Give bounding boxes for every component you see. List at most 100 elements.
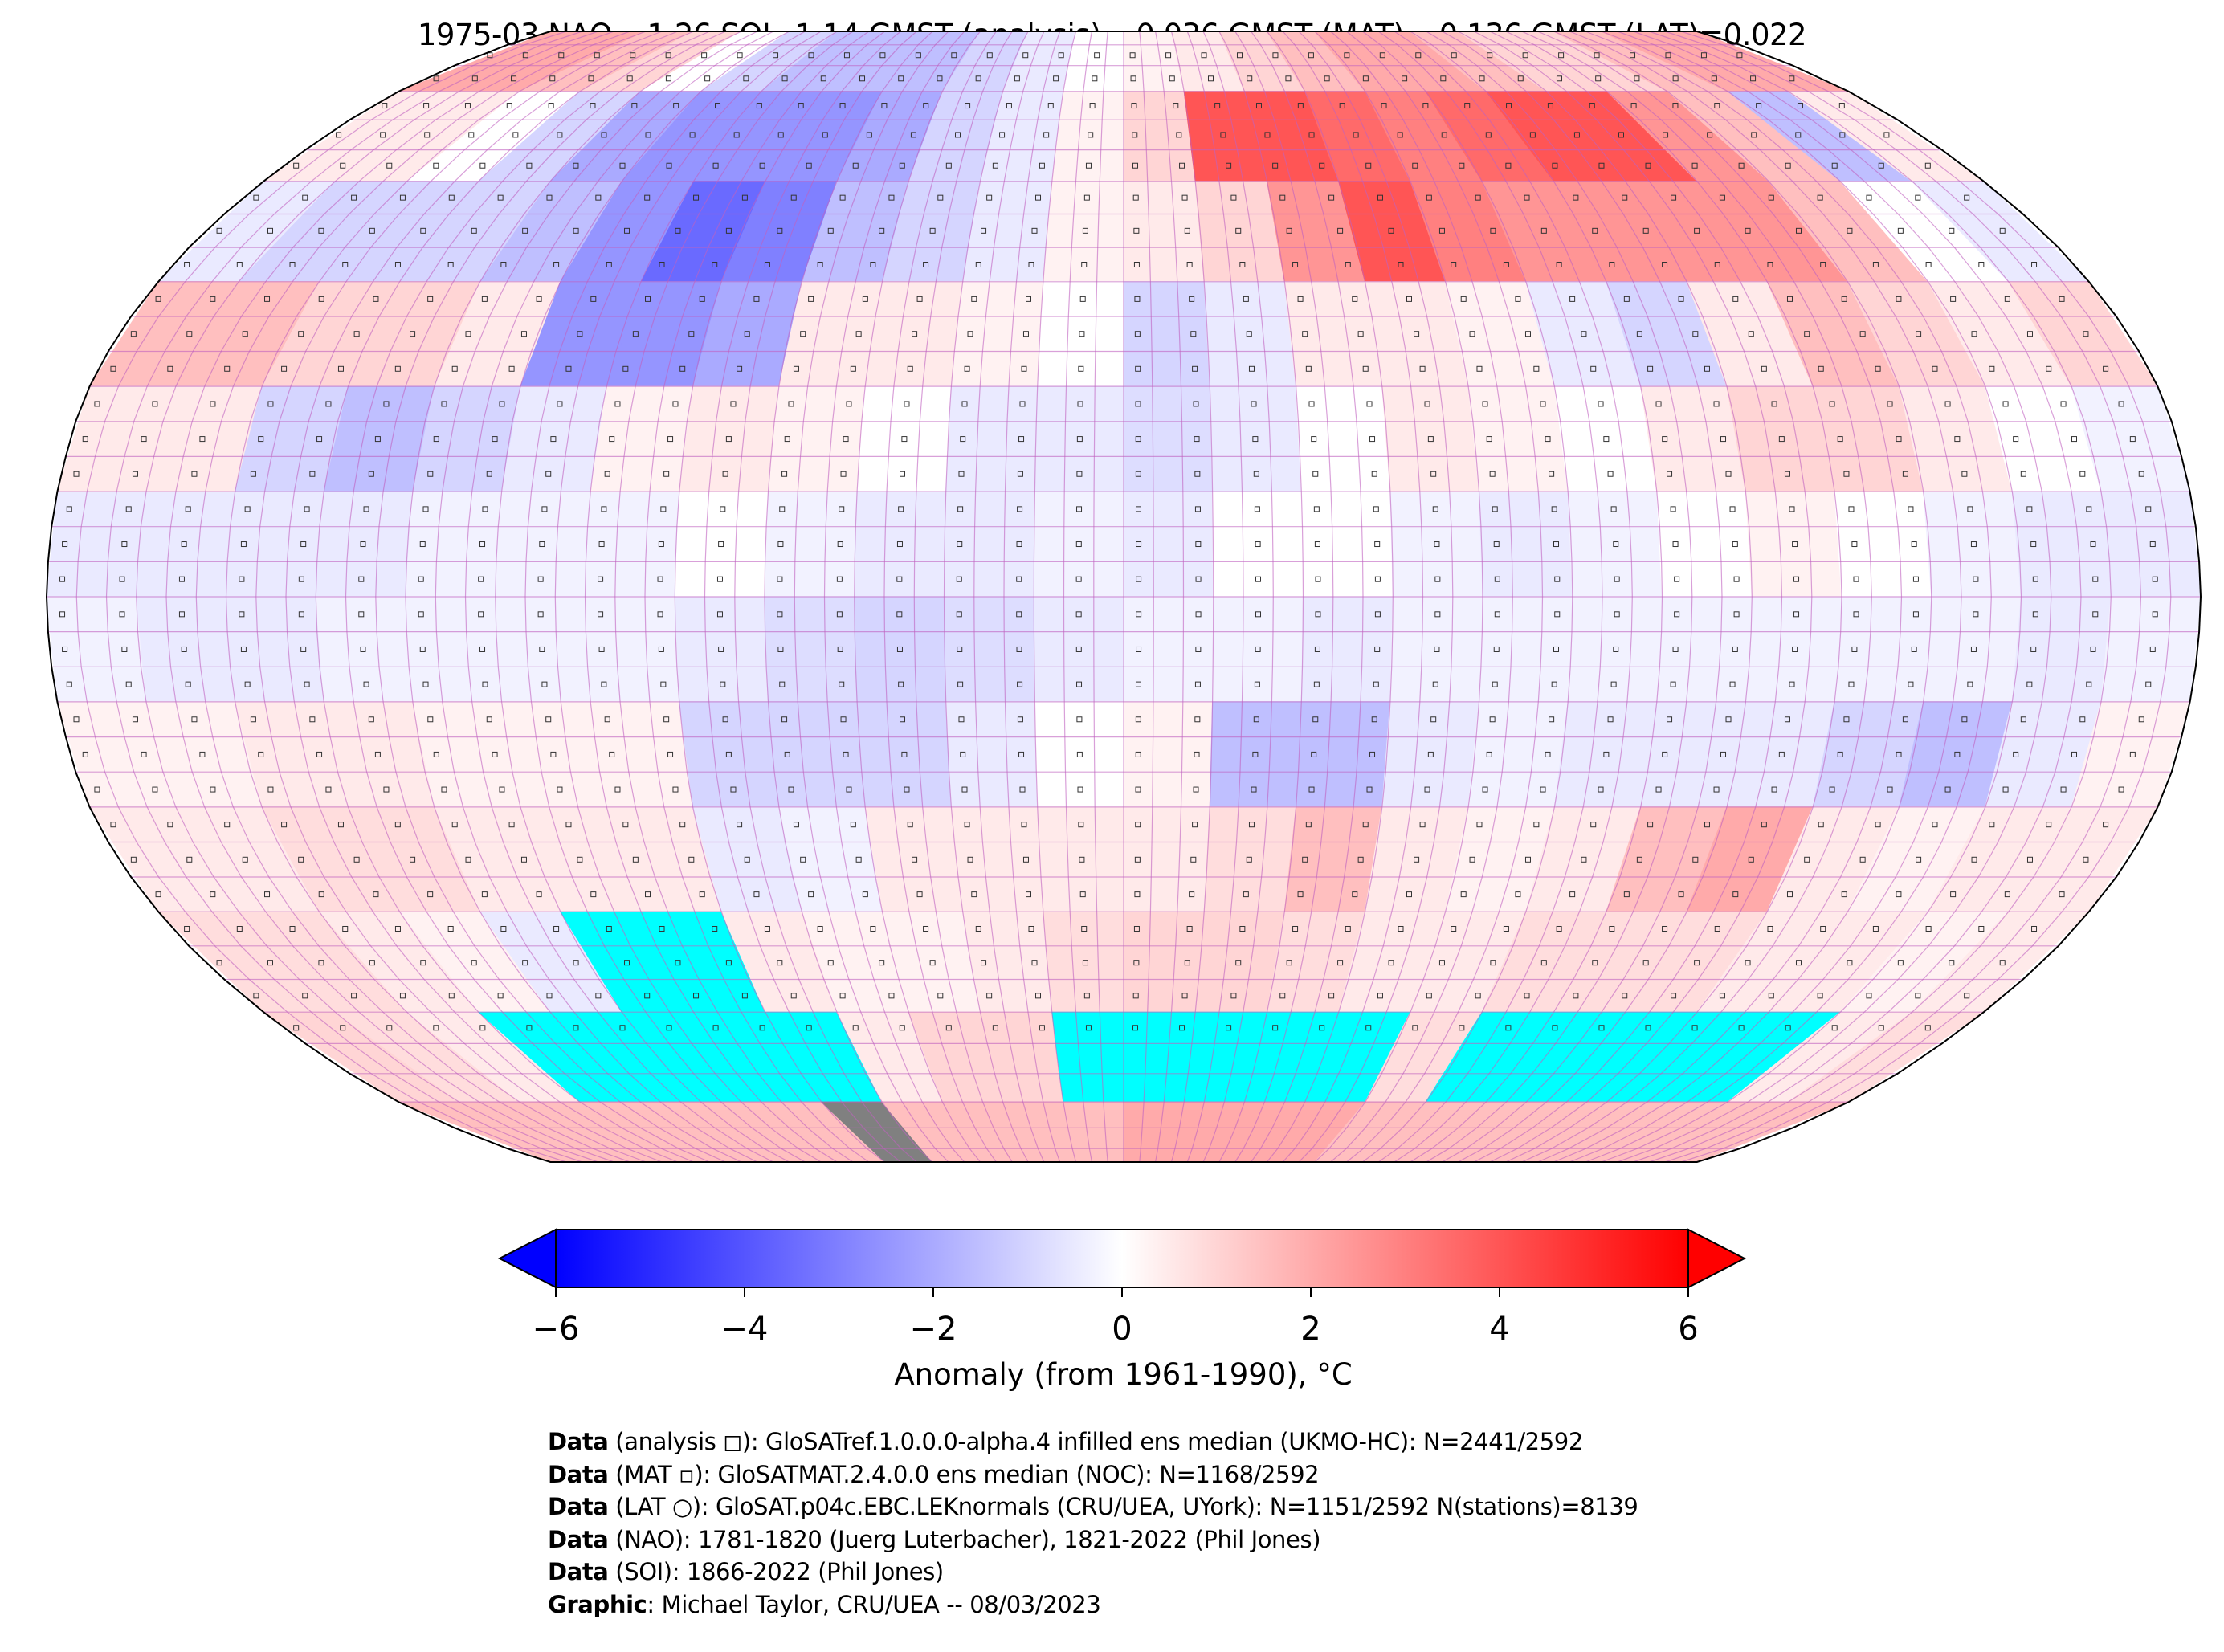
analysis-marker (1503, 262, 1509, 268)
analysis-marker (657, 611, 663, 618)
analysis-marker (992, 162, 998, 169)
analysis-marker (1831, 1025, 1838, 1031)
analysis-marker (699, 296, 705, 302)
analysis-marker (1132, 194, 1139, 201)
analysis-marker (1818, 365, 1824, 372)
analysis-marker (451, 365, 458, 372)
analysis-marker (645, 132, 651, 138)
analysis-marker (1006, 103, 1012, 109)
analysis-marker (1285, 75, 1292, 82)
analysis-marker (119, 611, 125, 618)
colorbar-tick-label: 0 (1112, 1311, 1132, 1348)
analysis-marker (1264, 132, 1271, 138)
analysis-marker (451, 822, 458, 828)
analysis-marker (1671, 993, 1677, 999)
analysis-marker (1297, 891, 1304, 898)
analysis-marker (1556, 262, 1562, 268)
analysis-marker (1133, 960, 1140, 966)
analysis-marker (468, 132, 475, 138)
analysis-marker (1192, 822, 1198, 828)
analysis-marker (1912, 611, 1919, 618)
analysis-marker (793, 365, 799, 372)
credit-line: Data (LAT ○): GloSAT.p04c.EBC.LEKnormals… (548, 1493, 1638, 1520)
analysis-marker (1614, 611, 1620, 618)
analysis-marker (777, 132, 784, 138)
analysis-marker (1077, 401, 1083, 407)
analysis-marker (1252, 751, 1259, 757)
analysis-marker (1642, 227, 1649, 234)
analysis-marker (1692, 331, 1699, 337)
analysis-marker (1469, 331, 1475, 337)
analysis-marker (1362, 75, 1369, 82)
analysis-marker (1944, 401, 1951, 407)
analysis-marker (808, 891, 814, 898)
analysis-marker (1838, 103, 1845, 109)
analysis-marker (302, 194, 308, 201)
analysis-marker (62, 646, 68, 652)
analysis-marker (394, 822, 401, 828)
analysis-marker (1345, 262, 1351, 268)
analysis-marker (267, 401, 274, 407)
analysis-marker (1297, 103, 1304, 109)
analysis-marker (59, 611, 66, 618)
analysis-marker (1851, 646, 1858, 652)
credit-line: Data (MAT ▫): GloSATMAT.2.4.0.0 ens medi… (548, 1460, 1320, 1488)
colorbar (497, 1228, 1747, 1297)
analysis-marker (2046, 822, 2052, 828)
analysis-marker (899, 1025, 905, 1031)
analysis-marker (298, 576, 304, 582)
analysis-marker (840, 471, 847, 477)
analysis-marker (1672, 541, 1679, 548)
analysis-marker (1522, 52, 1528, 59)
analysis-marker (2030, 541, 2037, 548)
analysis-marker (448, 993, 455, 999)
analysis-marker (1797, 103, 1803, 109)
analysis-marker (896, 611, 903, 618)
analysis-marker (236, 925, 243, 932)
analysis-marker (1720, 436, 1727, 443)
analysis-marker (1247, 75, 1253, 82)
analysis-marker (2129, 436, 2136, 443)
analysis-marker (1967, 681, 1973, 687)
analysis-marker (1239, 925, 1246, 932)
analysis-marker (2059, 891, 2065, 898)
analysis-marker (1305, 822, 1312, 828)
analysis-marker (1135, 365, 1141, 372)
analysis-marker (644, 993, 651, 999)
analysis-marker (1430, 716, 1437, 723)
analysis-marker (121, 646, 128, 652)
analysis-marker (929, 960, 936, 966)
analysis-marker (1353, 132, 1359, 138)
analysis-marker (879, 960, 885, 966)
analysis-marker (1671, 194, 1677, 201)
analysis-marker (1079, 331, 1085, 337)
analysis-marker (1725, 471, 1732, 477)
analysis-marker (777, 576, 783, 582)
analysis-marker (1494, 611, 1500, 618)
analysis-marker (929, 227, 936, 234)
analysis-marker (427, 471, 434, 477)
analysis-marker (1279, 194, 1286, 201)
analysis-marker (900, 471, 906, 477)
analysis-marker (1598, 401, 1604, 407)
analysis-marker (777, 227, 783, 234)
analysis-marker (839, 194, 846, 201)
analysis-marker (1081, 925, 1088, 932)
analysis-marker (394, 925, 401, 932)
analysis-marker (958, 716, 965, 723)
analysis-marker (557, 401, 563, 407)
analysis-marker (1672, 103, 1679, 109)
analysis-marker (1590, 365, 1597, 372)
analysis-marker (606, 925, 612, 932)
analysis-marker (1179, 1025, 1185, 1031)
analysis-marker (486, 716, 492, 723)
analysis-marker (1694, 227, 1700, 234)
analysis-marker (1908, 506, 1914, 512)
analysis-marker (386, 162, 393, 169)
analysis-marker (1569, 296, 1576, 302)
analysis-marker (1230, 194, 1237, 201)
analysis-marker (1609, 925, 1615, 932)
analysis-marker (419, 646, 426, 652)
analysis-marker (986, 194, 993, 201)
analysis-marker (1720, 751, 1727, 757)
